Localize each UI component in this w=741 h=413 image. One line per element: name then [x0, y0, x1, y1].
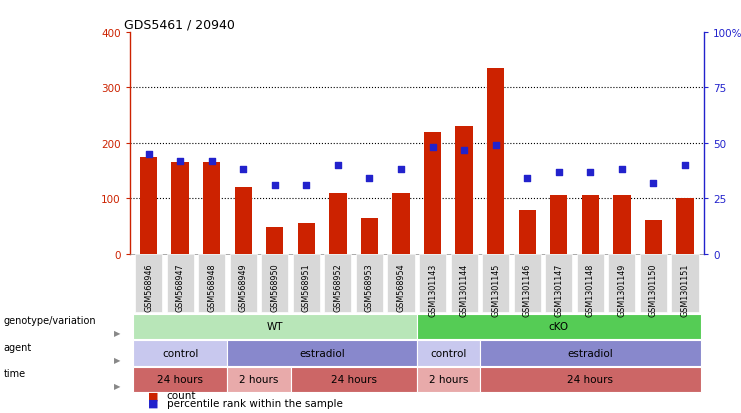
Bar: [266, 228, 284, 254]
Text: 2 hours: 2 hours: [239, 375, 279, 385]
Text: cKO: cKO: [549, 322, 569, 332]
Point: [458, 147, 470, 154]
Bar: [171, 163, 189, 254]
Bar: [456, 127, 473, 254]
Point: [332, 162, 344, 169]
Text: ■: ■: [148, 390, 159, 400]
Bar: [298, 223, 315, 254]
Bar: [550, 196, 568, 254]
Text: GSM568953: GSM568953: [365, 263, 374, 311]
Bar: [582, 196, 599, 254]
Text: percentile rank within the sample: percentile rank within the sample: [167, 398, 342, 408]
Text: GDS5461 / 20940: GDS5461 / 20940: [124, 19, 235, 32]
Point: [174, 158, 186, 164]
Text: GSM1301147: GSM1301147: [554, 263, 563, 316]
Bar: [392, 193, 410, 254]
Point: [490, 142, 502, 149]
Text: time: time: [4, 368, 26, 378]
Text: 24 hours: 24 hours: [157, 375, 203, 385]
Point: [585, 169, 597, 176]
Text: GSM1301143: GSM1301143: [428, 263, 437, 316]
Bar: [361, 218, 378, 254]
Text: GSM1301145: GSM1301145: [491, 263, 500, 316]
Bar: [203, 163, 220, 254]
Text: GSM1301150: GSM1301150: [649, 263, 658, 316]
Bar: [677, 199, 694, 254]
Text: GSM1301151: GSM1301151: [680, 263, 690, 316]
Text: genotype/variation: genotype/variation: [4, 316, 96, 325]
Point: [616, 167, 628, 173]
Text: GSM568952: GSM568952: [333, 263, 342, 311]
Text: ▶: ▶: [114, 381, 120, 390]
Point: [427, 145, 439, 151]
Text: GSM568949: GSM568949: [239, 263, 247, 311]
Text: GSM568951: GSM568951: [302, 263, 311, 311]
Text: control: control: [162, 348, 199, 358]
Point: [364, 176, 376, 182]
Text: 2 hours: 2 hours: [429, 375, 468, 385]
Text: WT: WT: [267, 322, 283, 332]
Bar: [424, 133, 442, 254]
Point: [143, 151, 155, 158]
Text: count: count: [167, 390, 196, 400]
Text: GSM1301148: GSM1301148: [586, 263, 595, 316]
Text: GSM1301144: GSM1301144: [459, 263, 468, 316]
Text: GSM1301149: GSM1301149: [617, 263, 626, 316]
Text: control: control: [431, 348, 467, 358]
Text: ▶: ▶: [114, 328, 120, 337]
Text: GSM568954: GSM568954: [396, 263, 405, 311]
Text: agent: agent: [4, 342, 32, 352]
Text: GSM568950: GSM568950: [270, 263, 279, 311]
Bar: [519, 211, 536, 254]
Bar: [140, 157, 157, 254]
Point: [269, 182, 281, 189]
Text: 24 hours: 24 hours: [330, 375, 376, 385]
Point: [648, 180, 659, 187]
Point: [300, 182, 312, 189]
Point: [395, 167, 407, 173]
Text: 24 hours: 24 hours: [568, 375, 614, 385]
Point: [553, 169, 565, 176]
Bar: [329, 193, 347, 254]
Text: estradiol: estradiol: [568, 348, 614, 358]
Point: [206, 158, 218, 164]
Text: ▶: ▶: [114, 355, 120, 364]
Point: [237, 167, 249, 173]
Bar: [487, 69, 505, 254]
Bar: [235, 188, 252, 254]
Text: GSM568946: GSM568946: [144, 263, 153, 311]
Bar: [614, 196, 631, 254]
Bar: [645, 221, 662, 254]
Point: [522, 176, 534, 182]
Text: GSM568947: GSM568947: [176, 263, 185, 311]
Text: GSM568948: GSM568948: [207, 263, 216, 311]
Text: GSM1301146: GSM1301146: [522, 263, 532, 316]
Point: [679, 162, 691, 169]
Text: ■: ■: [148, 398, 159, 408]
Text: estradiol: estradiol: [299, 348, 345, 358]
